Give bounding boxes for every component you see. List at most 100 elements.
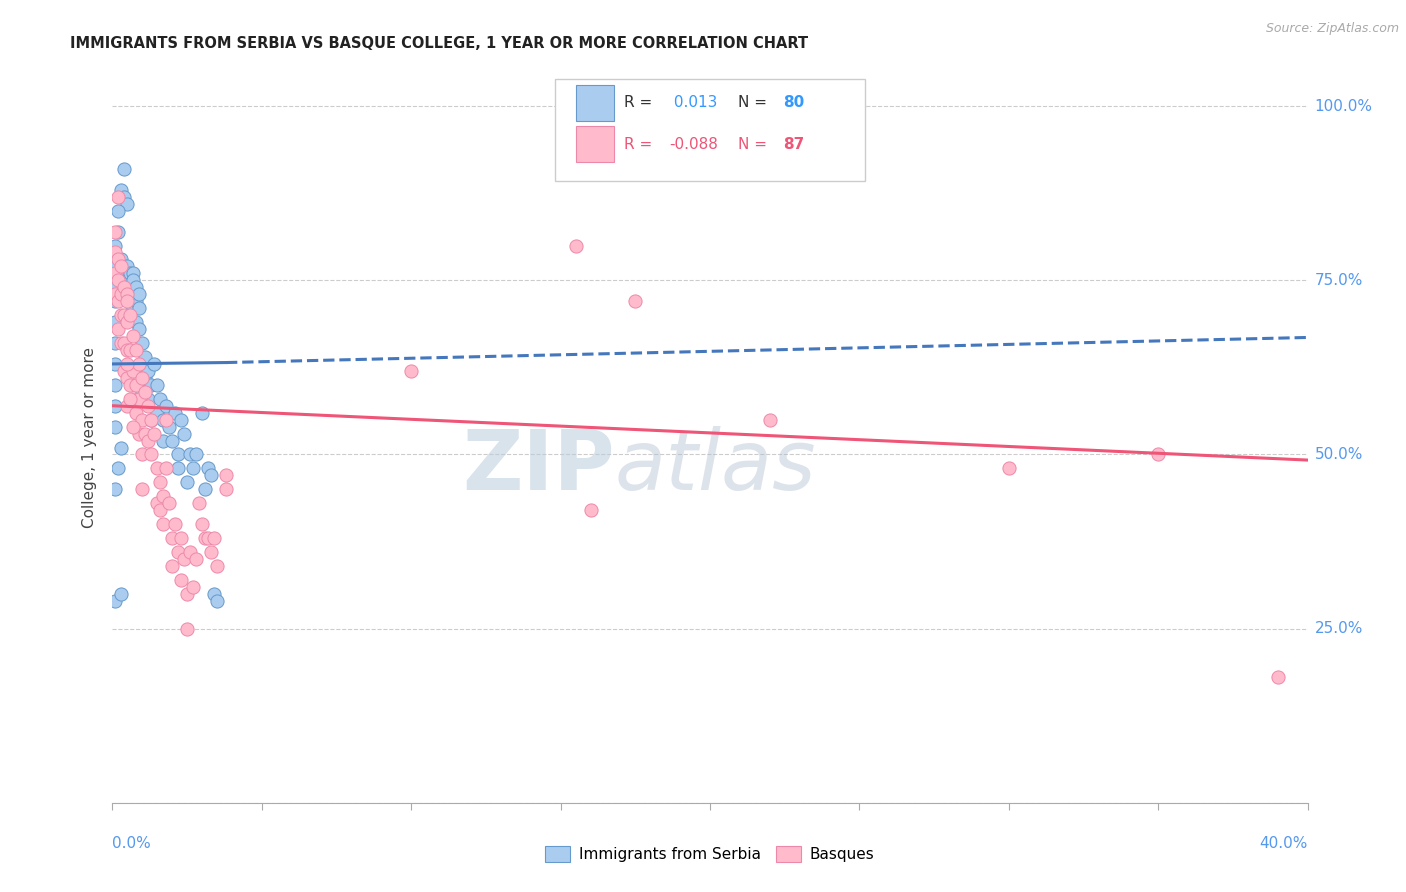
Point xyxy=(202,531,225,545)
Point xyxy=(141,412,163,426)
Point xyxy=(215,468,238,483)
Point xyxy=(110,441,132,455)
Point xyxy=(117,260,139,274)
Text: -0.088: -0.088 xyxy=(669,136,718,152)
Point xyxy=(110,308,132,322)
Point xyxy=(162,531,183,545)
Point xyxy=(104,287,127,301)
Point xyxy=(165,517,187,532)
Point xyxy=(120,266,142,280)
Point xyxy=(998,461,1021,475)
Point xyxy=(104,294,127,309)
Point xyxy=(128,322,150,336)
Point xyxy=(179,545,201,559)
Point xyxy=(131,448,153,462)
Point xyxy=(149,475,172,490)
Point xyxy=(138,364,160,378)
Point xyxy=(191,517,214,532)
Point xyxy=(114,260,135,274)
Point xyxy=(173,426,195,441)
Point xyxy=(104,377,127,392)
Point xyxy=(114,336,135,351)
Point xyxy=(107,322,129,336)
Point xyxy=(117,399,139,413)
Point xyxy=(122,301,145,316)
Point xyxy=(117,315,139,329)
Point xyxy=(564,238,586,252)
Point xyxy=(146,496,169,510)
Point xyxy=(155,412,177,426)
Point xyxy=(104,225,127,239)
Point xyxy=(181,461,204,475)
Point xyxy=(131,336,153,351)
Point xyxy=(104,260,127,274)
Text: 50.0%: 50.0% xyxy=(1315,447,1362,462)
Point xyxy=(107,273,129,287)
Point xyxy=(157,496,180,510)
Point xyxy=(155,461,177,475)
Point xyxy=(104,266,127,280)
Point xyxy=(104,357,127,371)
Point xyxy=(155,399,177,413)
FancyBboxPatch shape xyxy=(554,78,865,181)
Point xyxy=(170,412,193,426)
Point xyxy=(125,406,148,420)
Point xyxy=(122,329,145,343)
Point xyxy=(107,203,129,218)
Point xyxy=(138,392,160,406)
Point xyxy=(128,426,150,441)
Point xyxy=(120,308,142,322)
Point xyxy=(173,552,195,566)
Point xyxy=(131,384,153,399)
Point xyxy=(114,280,135,294)
Text: R =: R = xyxy=(624,136,652,152)
Point xyxy=(128,392,150,406)
Point xyxy=(122,364,145,378)
Point xyxy=(104,238,127,252)
Point xyxy=(197,461,219,475)
Point xyxy=(143,426,166,441)
Point xyxy=(125,280,148,294)
Point xyxy=(146,377,169,392)
Point xyxy=(117,371,139,385)
Point xyxy=(110,252,132,267)
Point xyxy=(104,245,127,260)
Point xyxy=(181,580,204,594)
Legend: Immigrants from Serbia, Basques: Immigrants from Serbia, Basques xyxy=(540,840,880,868)
Text: N =: N = xyxy=(738,95,766,111)
Point xyxy=(125,294,148,309)
Point xyxy=(186,448,208,462)
Point xyxy=(176,622,198,636)
Point xyxy=(104,483,127,497)
Point xyxy=(122,287,145,301)
Text: 0.0%: 0.0% xyxy=(112,836,152,851)
Point xyxy=(134,426,156,441)
Text: 100.0%: 100.0% xyxy=(1315,99,1372,113)
Point xyxy=(104,280,127,294)
Point xyxy=(110,260,132,274)
Point xyxy=(579,503,602,517)
Text: R =: R = xyxy=(624,95,652,111)
Text: IMMIGRANTS FROM SERBIA VS BASQUE COLLEGE, 1 YEAR OR MORE CORRELATION CHART: IMMIGRANTS FROM SERBIA VS BASQUE COLLEGE… xyxy=(70,36,808,51)
Point xyxy=(134,350,156,364)
Text: 87: 87 xyxy=(783,136,804,152)
Point xyxy=(117,294,139,309)
Point xyxy=(759,412,782,426)
Point xyxy=(205,594,228,608)
Point xyxy=(167,545,190,559)
Point xyxy=(205,558,228,573)
Point xyxy=(141,412,163,426)
Point xyxy=(624,294,647,309)
Point xyxy=(120,294,142,309)
Point xyxy=(110,336,132,351)
Point xyxy=(104,419,127,434)
Point xyxy=(134,384,156,399)
Point xyxy=(170,531,193,545)
Point xyxy=(200,545,222,559)
Point xyxy=(104,315,127,329)
Point xyxy=(146,461,169,475)
Text: N =: N = xyxy=(738,136,766,152)
Point xyxy=(122,266,145,280)
Point xyxy=(141,448,163,462)
Point xyxy=(122,419,145,434)
